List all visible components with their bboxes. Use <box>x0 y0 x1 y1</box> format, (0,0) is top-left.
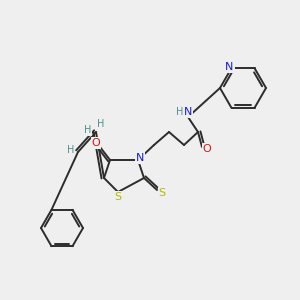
Text: H: H <box>84 125 92 135</box>
Text: H: H <box>176 107 184 117</box>
Text: S: S <box>114 192 122 202</box>
Text: O: O <box>202 144 211 154</box>
Text: N: N <box>184 107 192 117</box>
Text: O: O <box>92 138 100 148</box>
Text: H: H <box>67 145 75 155</box>
Text: N: N <box>136 153 144 163</box>
Text: H: H <box>97 119 105 129</box>
Text: S: S <box>158 188 166 198</box>
Text: N: N <box>225 62 234 72</box>
